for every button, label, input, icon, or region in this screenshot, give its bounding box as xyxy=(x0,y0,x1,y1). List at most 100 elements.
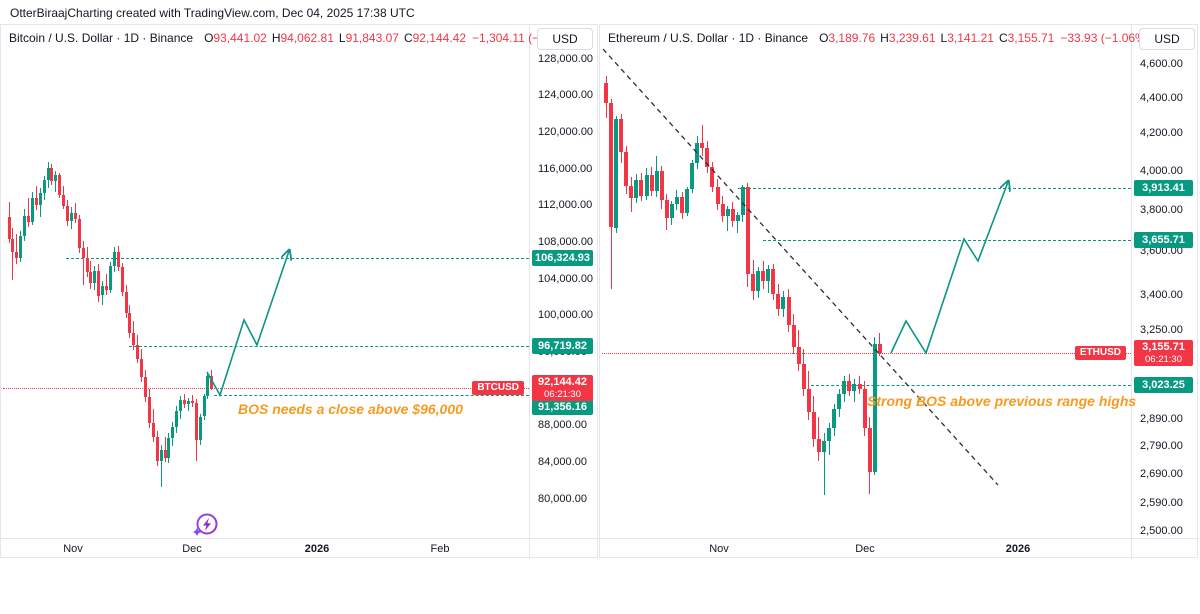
price-tick-label: 4,600.00 xyxy=(1140,57,1183,70)
candle-body xyxy=(23,215,27,236)
current-price-line xyxy=(602,352,1131,354)
candle-body xyxy=(7,216,11,239)
candle-body xyxy=(147,397,151,423)
candle-body xyxy=(66,205,69,222)
ohlc-letter: H xyxy=(880,31,889,45)
price-tick-label: 2,590.00 xyxy=(1140,497,1183,510)
candle-body xyxy=(128,312,132,334)
candle-body xyxy=(132,333,136,345)
btc-currency-button[interactable]: USD xyxy=(537,28,593,50)
candle-wick xyxy=(164,436,166,463)
ohlc-value: 92,144.42 xyxy=(412,31,467,45)
candle-body xyxy=(796,346,801,364)
price-tick-label: 4,000.00 xyxy=(1140,164,1183,177)
ohlc-letter: C xyxy=(403,31,413,45)
price-tick-label: 124,000.00 xyxy=(538,89,594,102)
level-price-label: 3,023.25 xyxy=(1134,377,1193,394)
candle-body xyxy=(15,252,19,258)
candle-body xyxy=(116,251,120,268)
candle-body xyxy=(210,375,214,388)
price-tick-label: 3,600.00 xyxy=(1140,245,1183,258)
candle-wick xyxy=(701,124,703,156)
candle-wick xyxy=(28,198,29,227)
candle-body xyxy=(609,103,614,227)
price-tick-label: 2,690.00 xyxy=(1140,468,1183,481)
candle-body xyxy=(108,266,112,290)
symbol-price-tag: BTCUSD xyxy=(472,380,524,395)
candle-body xyxy=(649,174,654,192)
candle-wick xyxy=(35,185,37,211)
candle-body xyxy=(27,215,30,223)
ohlc-value: 3,239.61 xyxy=(888,31,936,45)
btc-chart-panel[interactable]: Bitcoin / U.S. Dollar · 1D · Binance O93,… xyxy=(0,24,599,559)
candle-body xyxy=(190,400,194,403)
candle-body xyxy=(730,209,735,222)
time-axis-divider xyxy=(1,538,599,539)
candle-body xyxy=(120,267,124,292)
candle-body xyxy=(659,171,664,201)
price-axis-divider xyxy=(529,25,530,559)
ohlc-value: 3,189.76 xyxy=(828,31,876,45)
price-tick-label: 4,200.00 xyxy=(1140,127,1183,140)
price-tick-label: 2,790.00 xyxy=(1140,440,1183,453)
change-value: −33.93 (−1.06%) xyxy=(1060,31,1150,45)
level-price-label: 91,356.16 xyxy=(532,398,593,415)
candle-body xyxy=(58,175,62,195)
eth-chart-panel[interactable]: Ethereum / U.S. Dollar · 1D · Binance O3,… xyxy=(599,24,1199,559)
ohlc-value: 3,155.71 xyxy=(1007,31,1055,45)
price-tick-label: 104,000.00 xyxy=(538,272,594,285)
candle-body xyxy=(634,179,639,199)
candle-body xyxy=(194,402,198,441)
ohlc-value: 93,441.02 xyxy=(213,31,267,45)
ohlc-value: 91,843.07 xyxy=(345,31,399,45)
candle-body xyxy=(867,427,872,473)
drawings-overlay xyxy=(206,25,599,397)
time-tick-label: Dec xyxy=(855,543,875,555)
candle-body xyxy=(725,209,730,217)
candle-body xyxy=(776,294,781,310)
level-price-label: 106,324.93 xyxy=(532,249,593,266)
candle-body xyxy=(624,152,629,186)
candle-body xyxy=(654,171,659,192)
price-tick-label: 80,000.00 xyxy=(538,492,587,505)
symbol-price-tag: ETHUSD xyxy=(1074,345,1126,360)
eth-annotation-text: Strong BOS above previous range highs xyxy=(867,393,1137,409)
time-axis-divider xyxy=(600,538,1199,539)
candle-body xyxy=(811,412,816,439)
price-tick-label: 2,890.00 xyxy=(1140,413,1183,426)
candle-body xyxy=(175,411,179,427)
candle-body xyxy=(781,296,786,310)
descending-trendline xyxy=(602,48,999,486)
price-tick-label: 3,250.00 xyxy=(1140,323,1183,336)
eth-currency-button[interactable]: USD xyxy=(1139,28,1195,50)
candle-body xyxy=(740,187,745,216)
candle-body xyxy=(791,325,796,347)
candle-body xyxy=(151,422,155,437)
candle-body xyxy=(685,189,690,214)
candle-body xyxy=(81,247,85,258)
price-tick-label: 84,000.00 xyxy=(538,455,587,468)
candle-body xyxy=(163,450,167,458)
candle-body xyxy=(745,187,750,275)
candle-body xyxy=(771,268,776,295)
price-tick-label: 116,000.00 xyxy=(538,162,593,175)
candle-body xyxy=(695,142,700,164)
candle-body xyxy=(73,213,77,219)
candle-body xyxy=(186,400,190,404)
candle-wick xyxy=(55,170,57,192)
bar-countdown-timer: 06:21:30 xyxy=(544,388,581,400)
candle-body xyxy=(140,358,144,378)
candle-body xyxy=(720,204,725,217)
ohlc-letter: C xyxy=(998,31,1008,45)
projected-path-arrow xyxy=(206,251,289,397)
footer-band: TradingView 链懂 NEATDOWN.COM xyxy=(0,558,1200,614)
time-tick-label: 2026 xyxy=(304,543,330,555)
projected-path-arrow xyxy=(890,182,1008,355)
time-tick-label: 2026 xyxy=(1005,543,1031,555)
eth-legend: Ethereum / U.S. Dollar · 1D · Binance O3,… xyxy=(608,31,1150,45)
candle-body xyxy=(202,396,206,417)
ohlc-value: 3,141.21 xyxy=(947,31,994,45)
candle-body xyxy=(801,363,806,389)
price-tick-label: 2,500.00 xyxy=(1140,524,1183,537)
